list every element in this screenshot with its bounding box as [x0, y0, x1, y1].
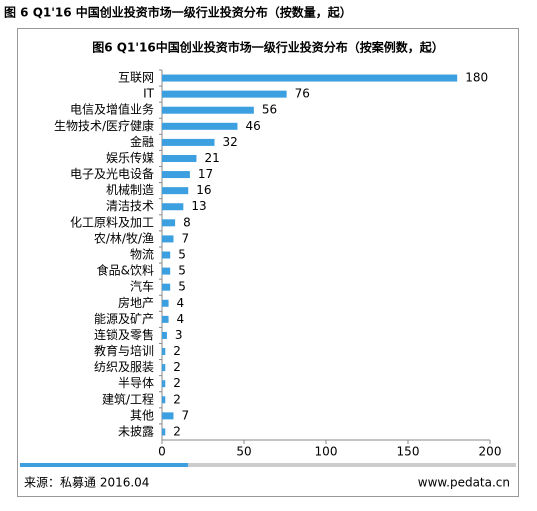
x-tick-label: 100 [315, 445, 338, 459]
value-label: 56 [262, 103, 277, 117]
bar [162, 219, 176, 227]
value-label: 13 [191, 199, 206, 213]
bar [162, 315, 169, 323]
y-tick-label: IT [143, 87, 155, 101]
y-tick-label: 电子及光电设备 [70, 167, 154, 181]
bar [162, 90, 287, 98]
value-label: 7 [181, 231, 189, 245]
bar [162, 74, 458, 82]
bar [162, 138, 215, 146]
value-label: 4 [177, 312, 185, 326]
value-label: 16 [196, 183, 211, 197]
y-tick-label: 清洁技术 [106, 199, 154, 213]
value-label: 5 [178, 264, 186, 278]
bar [162, 364, 166, 372]
value-label: 2 [173, 376, 181, 390]
value-label: 3 [175, 328, 183, 342]
value-label: 5 [178, 280, 186, 294]
value-label: 4 [177, 296, 185, 310]
bar [162, 299, 169, 307]
bar [162, 412, 174, 420]
x-tick-label: 50 [236, 445, 251, 459]
y-tick-label: 其他 [130, 408, 154, 422]
value-label: 76 [295, 87, 310, 101]
y-tick-label: 纺织及服装 [94, 360, 154, 374]
y-tick-label: 电信及增值业务 [70, 102, 154, 117]
y-tick-label: 金融 [130, 134, 154, 149]
value-label: 180 [465, 71, 488, 85]
value-label: 2 [173, 360, 181, 374]
y-tick-label: 物流 [130, 248, 154, 262]
y-tick-label: 农/林/牧/渔 [94, 231, 154, 245]
value-label: 2 [173, 392, 181, 406]
y-tick-label: 化工原料及加工 [70, 215, 154, 229]
x-tick-label: 200 [479, 445, 502, 459]
bar [162, 428, 166, 436]
value-label: 17 [198, 167, 213, 181]
bar [162, 348, 166, 356]
x-tick-label: 150 [397, 445, 420, 459]
frame [17, 28, 519, 497]
y-tick-label: 教育与培训 [94, 343, 154, 358]
bar [162, 267, 171, 275]
bar [162, 283, 171, 291]
value-label: 8 [183, 215, 191, 229]
bar [162, 187, 189, 195]
y-tick-label: 食品&饮料 [97, 263, 154, 278]
bar [162, 235, 174, 243]
bar [162, 251, 171, 259]
bar [162, 331, 167, 339]
value-label: 32 [222, 135, 237, 149]
y-tick-label: 互联网 [118, 71, 154, 85]
y-tick-label: 娱乐传媒 [106, 150, 154, 165]
y-tick-label: 机械制造 [106, 182, 154, 197]
value-label: 7 [181, 408, 189, 422]
bar [162, 171, 190, 179]
bar [162, 203, 184, 211]
y-tick-label: 半导体 [118, 376, 154, 390]
page-title: 图 6 Q1'16 中国创业投资市场一级行业投资分布（按数量，起） [4, 5, 352, 20]
y-tick-label: 未披露 [118, 424, 154, 438]
bar [162, 106, 254, 114]
value-label: 21 [204, 151, 219, 165]
bar [162, 154, 197, 162]
source: 来源：私募通 2016.04 [24, 476, 149, 490]
y-tick-label: 汽车 [130, 279, 154, 294]
value-label: 5 [178, 248, 186, 262]
value-label: 2 [173, 344, 181, 358]
y-tick-label: 建筑/工程 [102, 391, 154, 406]
y-tick-label: 生物技术/医疗健康 [54, 118, 154, 133]
y-tick-label: 房地产 [118, 295, 154, 310]
bar [162, 122, 238, 130]
site: www.pedata.cn [418, 476, 510, 490]
value-label: 2 [173, 424, 181, 438]
x-tick-label: 0 [158, 445, 166, 459]
y-tick-label: 连锁及零售 [94, 327, 154, 342]
chart-title: 图6 Q1'16中国创业投资市场一级行业投资分布（按案例数，起） [92, 40, 443, 55]
value-label: 46 [245, 119, 260, 133]
bar [162, 380, 166, 388]
bar [162, 396, 166, 404]
y-tick-label: 能源及矿产 [94, 312, 154, 326]
